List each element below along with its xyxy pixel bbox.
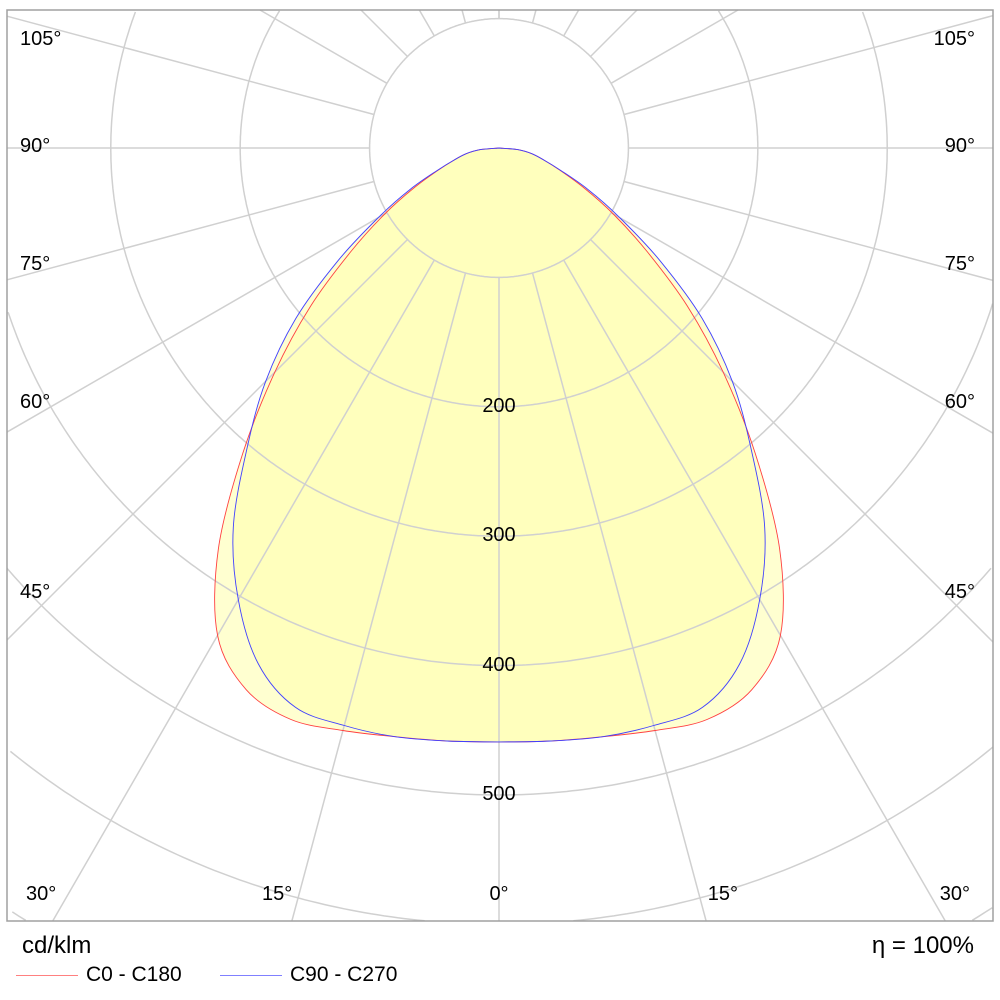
legend-swatch-red <box>16 974 78 976</box>
legend-label: C90 - C270 <box>290 963 398 986</box>
angle-label-right: 90° <box>944 135 975 157</box>
grid-spoke <box>531 9 537 24</box>
grid-spoke <box>291 272 467 922</box>
angle-label-left: 75° <box>20 253 51 275</box>
grid-ring-500 <box>6 567 992 796</box>
grid-spoke <box>259 9 388 84</box>
grid-ring-600 <box>9 746 994 922</box>
angle-label-left: 30° <box>26 883 57 905</box>
unit-label: cd/klm <box>22 932 92 959</box>
legend-item-c90: C90 - C270 <box>220 963 397 987</box>
series-curve-1 <box>232 147 766 743</box>
grid-spoke <box>610 9 739 84</box>
radial-tick-label: 500 <box>482 783 516 805</box>
angle-label-left: 45° <box>20 581 51 603</box>
grid-spoke <box>6 15 375 116</box>
grid-ring-200 <box>239 10 759 408</box>
angle-label-left: 15° <box>262 883 293 905</box>
angle-label-right: 15° <box>707 883 738 905</box>
angle-label-right: 45° <box>944 581 975 603</box>
legend-swatch-blue <box>220 974 282 976</box>
plot-frame <box>6 9 994 922</box>
angle-label-right: 60° <box>944 391 975 413</box>
grid-spoke <box>52 259 435 922</box>
grid-ring-400 <box>7 303 994 667</box>
grid-spoke <box>610 212 994 434</box>
radial-tick-label: 400 <box>482 653 516 676</box>
angle-label-center: 0° <box>489 883 509 905</box>
radial-tick-label: 200 <box>482 394 516 417</box>
angle-label-left: 105° <box>20 28 62 50</box>
grid-spoke <box>589 9 638 58</box>
angle-label-right: 30° <box>939 883 970 905</box>
grid-spoke <box>6 238 409 641</box>
grid-ring-700 <box>11 907 993 921</box>
grid-spoke <box>563 9 580 37</box>
grid-spoke <box>6 180 375 281</box>
angle-label-left: 60° <box>20 391 51 413</box>
grid-spoke <box>531 272 707 922</box>
grid-ring-300 <box>110 11 888 537</box>
grid-spoke <box>418 9 435 37</box>
legend-item-c0: C0 - C180 <box>16 963 182 987</box>
grid-spoke <box>6 212 388 433</box>
grid-spoke <box>563 259 946 922</box>
angle-label-right: 105° <box>933 28 975 50</box>
radial-tick-label: 300 <box>482 524 516 547</box>
grid-spoke <box>623 14 994 116</box>
grid-spoke <box>360 9 409 58</box>
angle-label-right: 75° <box>944 253 975 275</box>
grid-spoke <box>589 238 994 643</box>
grid-spoke <box>623 180 994 282</box>
angle-label-left: 90° <box>20 135 51 157</box>
grid-spoke <box>461 9 467 24</box>
efficiency-label: η = 100% <box>871 932 974 959</box>
legend-label: C0 - C180 <box>86 963 182 986</box>
